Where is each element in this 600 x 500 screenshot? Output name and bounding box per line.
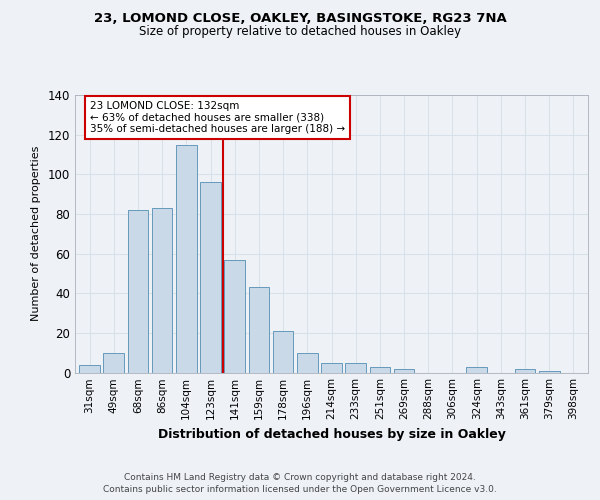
- Text: Contains HM Land Registry data © Crown copyright and database right 2024.: Contains HM Land Registry data © Crown c…: [124, 472, 476, 482]
- Bar: [539, 370, 560, 372]
- X-axis label: Distribution of detached houses by size in Oakley: Distribution of detached houses by size …: [158, 428, 505, 441]
- Text: Size of property relative to detached houses in Oakley: Size of property relative to detached ho…: [139, 25, 461, 38]
- Y-axis label: Number of detached properties: Number of detached properties: [31, 146, 41, 322]
- Bar: [466, 366, 487, 372]
- Bar: [103, 352, 124, 372]
- Bar: [515, 368, 535, 372]
- Bar: [200, 182, 221, 372]
- Bar: [79, 364, 100, 372]
- Bar: [394, 368, 415, 372]
- Bar: [128, 210, 148, 372]
- Bar: [176, 144, 197, 372]
- Bar: [152, 208, 172, 372]
- Text: Contains public sector information licensed under the Open Government Licence v3: Contains public sector information licen…: [103, 485, 497, 494]
- Bar: [346, 362, 366, 372]
- Bar: [248, 288, 269, 372]
- Bar: [273, 331, 293, 372]
- Bar: [224, 260, 245, 372]
- Bar: [370, 366, 390, 372]
- Bar: [321, 362, 342, 372]
- Bar: [297, 352, 317, 372]
- Text: 23, LOMOND CLOSE, OAKLEY, BASINGSTOKE, RG23 7NA: 23, LOMOND CLOSE, OAKLEY, BASINGSTOKE, R…: [94, 12, 506, 26]
- Text: 23 LOMOND CLOSE: 132sqm
← 63% of detached houses are smaller (338)
35% of semi-d: 23 LOMOND CLOSE: 132sqm ← 63% of detache…: [90, 101, 345, 134]
